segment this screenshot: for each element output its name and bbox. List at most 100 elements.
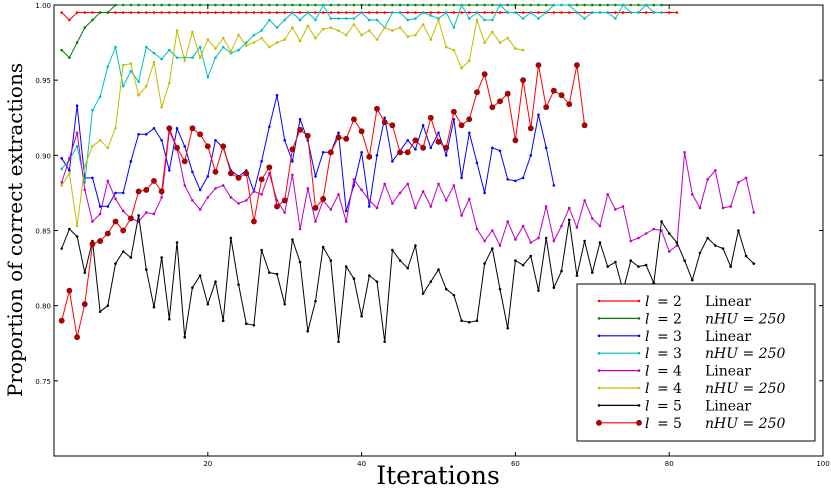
data-point bbox=[268, 125, 271, 129]
data-point bbox=[229, 3, 233, 7]
data-point bbox=[591, 3, 594, 7]
data-point bbox=[137, 214, 140, 217]
data-point bbox=[404, 149, 411, 156]
data-point bbox=[367, 11, 371, 14]
data-point bbox=[237, 33, 240, 37]
data-point bbox=[206, 75, 210, 79]
data-point bbox=[629, 3, 633, 7]
data-point bbox=[429, 14, 433, 17]
data-point bbox=[721, 247, 725, 250]
data-point bbox=[414, 206, 417, 210]
data-point bbox=[583, 3, 586, 7]
data-point bbox=[98, 205, 102, 208]
data-point bbox=[198, 45, 202, 49]
data-point bbox=[89, 241, 96, 247]
data-point bbox=[75, 235, 79, 238]
data-point bbox=[514, 259, 517, 262]
data-point bbox=[721, 206, 725, 210]
legend-method: nHU = 250 bbox=[705, 346, 785, 362]
data-point bbox=[406, 139, 410, 142]
data-point bbox=[143, 187, 150, 193]
data-point bbox=[58, 317, 65, 324]
series-l5-nhu250 bbox=[58, 62, 588, 341]
data-point bbox=[260, 160, 263, 163]
legend-equals: = bbox=[657, 416, 669, 432]
data-point bbox=[344, 209, 348, 213]
data-point bbox=[75, 11, 79, 14]
data-point bbox=[283, 211, 287, 214]
data-point bbox=[352, 277, 356, 280]
data-point bbox=[437, 268, 440, 271]
data-point bbox=[144, 268, 148, 271]
data-point bbox=[460, 11, 463, 14]
legend-method: nHU = 250 bbox=[705, 416, 785, 432]
data-point bbox=[106, 11, 110, 14]
data-point bbox=[214, 139, 217, 142]
legend-method: Linear bbox=[705, 294, 751, 310]
legend-var: l bbox=[645, 346, 649, 362]
legend-l-value: 2 bbox=[673, 294, 682, 310]
data-point bbox=[444, 154, 448, 157]
series-l4-nhu250 bbox=[60, 18, 525, 228]
data-point bbox=[575, 274, 579, 277]
data-point bbox=[467, 320, 471, 324]
data-point bbox=[452, 293, 456, 297]
data-point bbox=[306, 3, 310, 7]
data-point bbox=[421, 23, 425, 26]
data-point bbox=[104, 230, 111, 237]
data-point bbox=[275, 272, 279, 276]
data-point bbox=[690, 278, 694, 282]
data-point bbox=[152, 126, 156, 130]
series-l5-linear bbox=[60, 214, 756, 344]
data-point bbox=[75, 224, 79, 228]
data-point bbox=[360, 11, 363, 14]
data-point bbox=[383, 116, 386, 120]
data-point bbox=[629, 11, 633, 14]
data-point bbox=[360, 314, 363, 318]
data-point bbox=[298, 39, 302, 43]
data-point bbox=[489, 104, 496, 111]
data-point bbox=[114, 126, 117, 130]
data-point bbox=[498, 244, 502, 247]
data-point bbox=[644, 232, 648, 235]
data-point bbox=[129, 69, 133, 73]
data-point bbox=[414, 244, 417, 247]
data-point bbox=[244, 199, 248, 202]
data-point bbox=[514, 11, 517, 14]
data-point bbox=[483, 239, 486, 243]
data-point bbox=[391, 202, 394, 205]
data-point bbox=[481, 71, 488, 78]
data-point bbox=[91, 220, 94, 223]
data-point bbox=[544, 3, 548, 7]
data-point bbox=[206, 11, 210, 14]
data-point bbox=[429, 280, 433, 283]
legend-marker bbox=[637, 317, 641, 320]
data-point bbox=[514, 47, 517, 50]
data-point bbox=[191, 56, 194, 59]
data-point bbox=[421, 190, 425, 193]
legend-marker bbox=[597, 317, 601, 320]
data-point bbox=[337, 29, 340, 32]
legend-method: Linear bbox=[705, 329, 751, 345]
x-tick-label: 20 bbox=[203, 460, 212, 468]
data-point bbox=[281, 197, 288, 204]
data-point bbox=[221, 184, 225, 187]
data-point bbox=[375, 154, 379, 157]
data-point bbox=[406, 35, 410, 38]
data-point bbox=[114, 191, 117, 195]
legend-var: l bbox=[645, 364, 649, 380]
data-point bbox=[152, 305, 156, 309]
data-point bbox=[529, 254, 533, 258]
data-point bbox=[106, 146, 110, 150]
data-point bbox=[391, 29, 394, 32]
legend-var: l bbox=[645, 311, 649, 327]
data-point bbox=[289, 146, 296, 153]
data-point bbox=[237, 48, 240, 52]
data-point bbox=[221, 319, 225, 323]
data-point bbox=[560, 269, 563, 273]
data-point bbox=[690, 193, 694, 196]
data-point bbox=[321, 151, 325, 154]
data-point bbox=[98, 310, 102, 313]
data-point bbox=[152, 3, 156, 7]
data-point bbox=[443, 144, 450, 151]
